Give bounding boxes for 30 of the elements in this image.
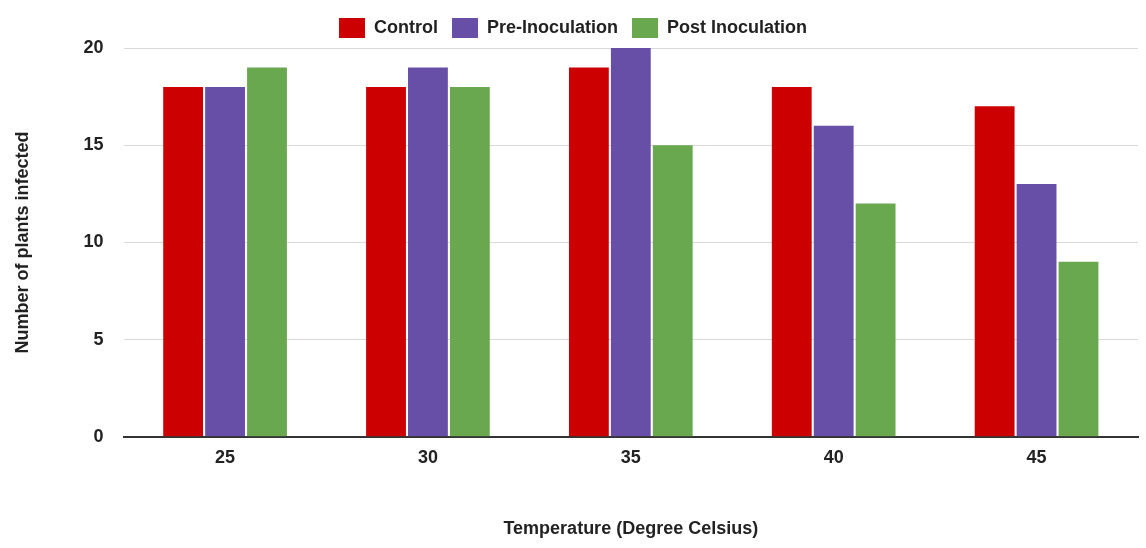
y-tick-label: 5 bbox=[93, 328, 104, 349]
bar bbox=[771, 86, 812, 437]
bar bbox=[652, 145, 693, 437]
legend-label: Post Inoculation bbox=[667, 16, 808, 37]
legend-label: Control bbox=[374, 16, 438, 37]
bar bbox=[366, 86, 406, 437]
x-tick-label: 40 bbox=[823, 446, 844, 467]
bar bbox=[813, 125, 854, 437]
bar bbox=[205, 86, 245, 437]
bar bbox=[449, 86, 490, 437]
y-tick-label: 20 bbox=[83, 36, 104, 57]
x-axis-title: Temperature (Degree Celsius) bbox=[503, 518, 759, 539]
x-tick-label: 45 bbox=[1026, 446, 1047, 467]
bar bbox=[247, 67, 287, 437]
y-tick-label: 0 bbox=[93, 425, 104, 446]
bar bbox=[974, 106, 1015, 437]
bar bbox=[1016, 184, 1057, 437]
bar bbox=[855, 203, 896, 437]
x-tick-label: 25 bbox=[215, 446, 236, 467]
bar bbox=[163, 86, 204, 437]
y-axis-title: Number of plants infected bbox=[11, 131, 32, 354]
y-tick-label: 10 bbox=[83, 231, 104, 252]
x-tick-label: 30 bbox=[417, 446, 438, 467]
bar bbox=[1058, 261, 1099, 437]
y-tick-label: 15 bbox=[83, 134, 104, 155]
bar bbox=[408, 67, 448, 437]
bar bbox=[610, 48, 651, 437]
x-tick-label: 35 bbox=[620, 446, 641, 467]
bar bbox=[568, 67, 609, 437]
legend-label: Pre-Inoculation bbox=[486, 16, 618, 37]
